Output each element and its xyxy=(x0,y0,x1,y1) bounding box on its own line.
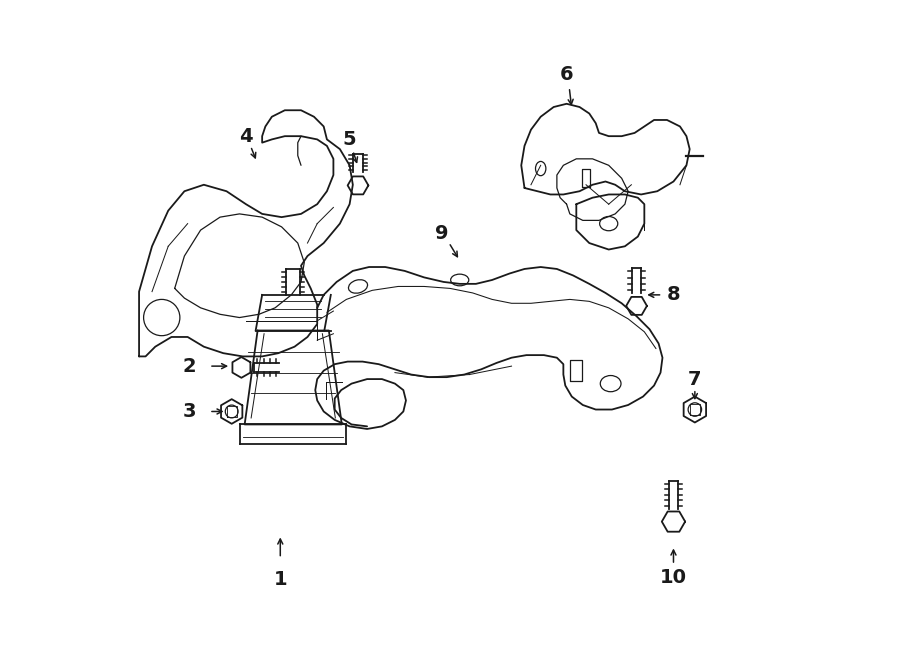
Text: 7: 7 xyxy=(688,369,702,389)
Text: 1: 1 xyxy=(274,570,287,590)
Text: 2: 2 xyxy=(183,357,196,375)
Text: 5: 5 xyxy=(343,130,356,149)
Text: 4: 4 xyxy=(239,127,253,145)
Text: 9: 9 xyxy=(436,224,449,243)
Text: 8: 8 xyxy=(667,286,680,304)
Text: 3: 3 xyxy=(183,402,196,421)
Text: 10: 10 xyxy=(660,568,687,588)
Text: 6: 6 xyxy=(560,65,573,84)
